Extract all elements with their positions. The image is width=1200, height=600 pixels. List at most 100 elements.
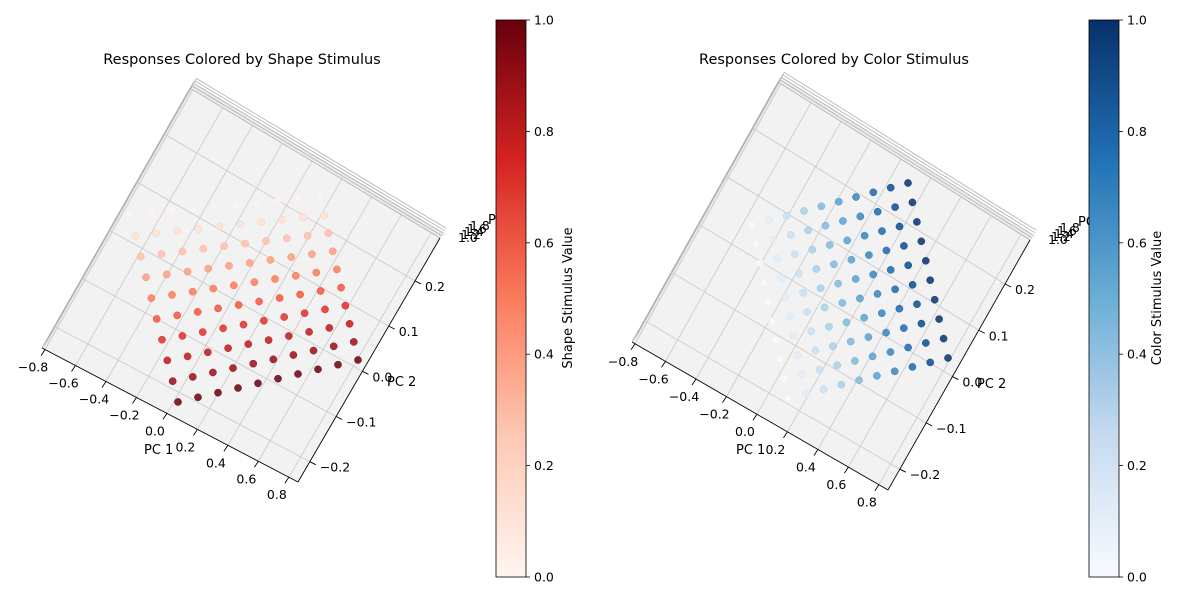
data-point — [837, 380, 846, 389]
colorbar-gradient — [1088, 19, 1120, 578]
x-gridline — [44, 89, 194, 350]
z-tick-label: 1.0 — [458, 230, 478, 245]
data-point — [296, 290, 304, 299]
data-point — [214, 304, 222, 313]
data-point — [245, 259, 254, 267]
data-point — [917, 237, 926, 246]
data-point — [220, 242, 228, 250]
data-point — [168, 207, 176, 215]
x-tick — [254, 461, 259, 468]
z-tick-label: 1.6 — [467, 221, 487, 236]
y-tick — [925, 422, 933, 427]
data-point — [860, 313, 868, 322]
z-tick-label: 1.4 — [464, 224, 484, 239]
data-point — [795, 269, 803, 278]
data-point — [891, 285, 899, 294]
data-point — [305, 328, 313, 336]
axes-3d: −0.8−0.6−0.4−0.20.00.20.40.60.8−0.2−0.10… — [608, 71, 1107, 510]
y-tick — [388, 325, 395, 330]
x-tick-label: 0.6 — [236, 471, 256, 486]
colorbar-tick-label: 0.2 — [534, 458, 554, 473]
data-point — [791, 250, 799, 258]
data-point — [768, 317, 776, 325]
data-point — [152, 229, 161, 238]
data-point — [904, 179, 912, 187]
x-gridline — [817, 196, 962, 450]
data-point — [869, 270, 878, 279]
data-point — [926, 358, 935, 367]
data-point — [908, 363, 917, 371]
data-point — [349, 338, 358, 346]
data-point — [882, 246, 891, 255]
data-point — [274, 374, 282, 383]
data-point — [309, 346, 318, 355]
data-point — [183, 267, 192, 276]
data-point — [194, 393, 202, 402]
data-point — [262, 237, 270, 245]
data-point — [922, 339, 930, 347]
data-point — [158, 335, 166, 344]
x-gridline — [288, 232, 432, 478]
colorbar-label: Shape Stimulus Value — [561, 227, 576, 368]
data-point — [231, 201, 240, 209]
x-gridline — [75, 107, 224, 366]
z-tick-label: 1.2 — [461, 227, 481, 242]
data-point — [334, 360, 342, 369]
subplot-color: Responses Colored by Color Stimulus −0.8… — [608, 13, 1165, 585]
y-gridline — [725, 175, 979, 331]
y-axis-line — [887, 239, 1031, 491]
data-point — [131, 231, 140, 240]
x-gridline — [787, 177, 932, 433]
data-point — [266, 256, 275, 264]
data-point — [769, 235, 778, 244]
data-point — [878, 309, 886, 318]
data-point — [257, 218, 266, 226]
data-point — [939, 334, 948, 343]
x-tick — [223, 445, 229, 452]
colorbar: Color Stimulus Value 0.0 0.2 0.4 0.6 0.8 1.0 — [1088, 13, 1165, 585]
x-tick-label: 0.8 — [857, 495, 877, 510]
data-point — [855, 376, 863, 385]
x-tick — [722, 396, 727, 403]
x-tick-label: −0.6 — [638, 371, 668, 386]
data-point — [793, 351, 802, 359]
x-tick-label: −0.4 — [669, 389, 699, 404]
data-point — [882, 328, 890, 337]
data-point — [789, 331, 798, 340]
data-point — [178, 247, 187, 256]
x-tick-label: −0.8 — [608, 354, 638, 369]
y-tick — [952, 376, 959, 380]
colorbar-tick-label: 0.8 — [534, 124, 554, 139]
data-point — [816, 284, 825, 293]
y-tick-label: 0.2 — [425, 279, 445, 294]
data-point — [917, 319, 926, 328]
data-point — [856, 212, 865, 221]
data-point — [784, 394, 792, 402]
colorbar-tick-label: 0.4 — [1127, 347, 1147, 362]
data-point — [787, 231, 795, 239]
data-point — [944, 354, 952, 362]
y-gridline — [671, 271, 927, 424]
data-point — [780, 374, 788, 383]
data-point — [765, 216, 774, 225]
data-point — [320, 211, 329, 219]
x-gridline — [756, 158, 902, 415]
colorbar: Shape Stimulus Value 0.0 0.2 0.4 0.6 0.8 1.0 — [495, 13, 576, 585]
x-gridline — [227, 196, 372, 446]
data-point — [900, 242, 908, 250]
data-point — [188, 287, 197, 296]
x-axis-label: PC 1 — [144, 443, 173, 458]
data-point — [878, 227, 886, 235]
y-tick-label: −0.2 — [320, 460, 350, 475]
data-point — [225, 261, 233, 270]
data-point — [890, 367, 899, 376]
x-tick — [783, 431, 788, 439]
colorbar-tick-label: 0.0 — [534, 570, 554, 585]
chart-title: Responses Colored by Shape Stimulus — [103, 52, 381, 68]
colorbar-tick-label: 0.0 — [1127, 570, 1147, 585]
data-point — [244, 340, 253, 348]
data-point — [772, 336, 780, 345]
data-point — [820, 303, 829, 312]
z-tick-label: 1.6 — [1057, 223, 1077, 238]
